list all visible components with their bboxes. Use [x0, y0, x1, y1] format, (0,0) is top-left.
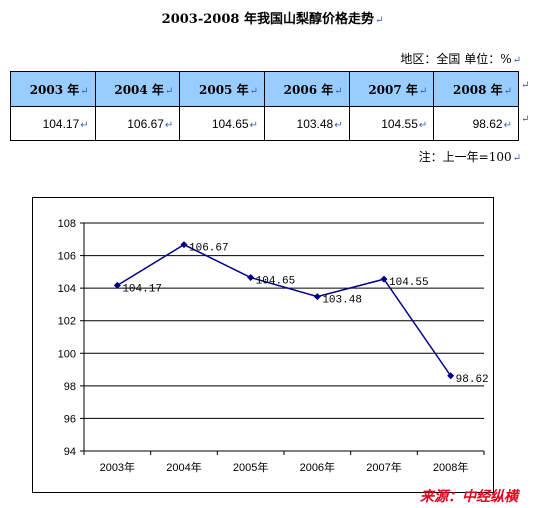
table-header-row: 2003 年↵ 2004 年↵ 2005 年↵ 2006 年↵ 2007 年↵ … [10, 71, 519, 107]
paragraph-mark-icon: ↵ [80, 85, 89, 97]
x-tick-label: 2005年 [233, 460, 268, 474]
table-header-cell: 2005 年↵ [179, 71, 265, 107]
table-cell: 104.55↵ [348, 106, 435, 141]
paragraph-mark-icon: ↵ [164, 85, 174, 97]
table-cell: 104.65↵ [179, 106, 265, 141]
paragraph-mark-icon: ↵ [334, 85, 343, 97]
paragraph-mark-icon: ↵ [521, 114, 530, 125]
data-point [380, 275, 388, 283]
data-label: 104.55 [389, 277, 429, 289]
table-cell: 103.48↵ [263, 106, 350, 141]
table-header-cell: 2004 年↵ [94, 71, 181, 107]
paragraph-mark-icon: ↵ [503, 85, 512, 97]
paragraph-mark-icon: ↵ [503, 119, 512, 131]
paragraph-mark-icon: ↵ [249, 85, 258, 97]
paragraph-mark-icon: ↵ [374, 15, 384, 26]
paragraph-mark-icon: ↵ [512, 153, 521, 164]
table-header-cell: 2008 年↵ [433, 71, 519, 107]
paragraph-mark-icon: ↵ [418, 119, 428, 131]
source-text: 来源：中经纵横 [420, 489, 518, 505]
data-label: 104.65 [256, 276, 296, 288]
y-tick-label: 104 [58, 283, 76, 295]
x-tick-label: 2007年 [366, 460, 401, 474]
y-tick-label: 98 [64, 381, 76, 393]
data-point [113, 281, 121, 289]
table-note: 注：上一年=100↵ [419, 148, 521, 165]
y-tick-label: 100 [58, 348, 76, 360]
data-label: 98.62 [456, 374, 489, 386]
paragraph-mark-icon: ↵ [164, 119, 174, 131]
chart-container: 94 96 98 100 102 104 106 108 2003年 2004年 2005年 2006… [32, 197, 494, 493]
paragraph-mark-icon: ↵ [512, 55, 521, 66]
paragraph-mark-icon: ↵ [334, 119, 343, 131]
data-point [180, 241, 188, 249]
document-title: 2003-2008 年我国山梨醇价格走势↵ [0, 8, 545, 27]
table-cell: 104.17↵ [10, 106, 96, 141]
line-chart: 94 96 98 100 102 104 106 108 2003年 2004年 2005年 2006… [58, 218, 489, 474]
paragraph-mark-icon: ↵ [418, 85, 428, 97]
table-row: 104.17↵ 106.67↵ 104.65↵ 103.48↵ 104.55↵ … [10, 106, 519, 141]
y-tick-label: 106 [58, 251, 76, 263]
x-tick-label: 2003年 [100, 460, 135, 474]
price-index-table: 2003 年↵ 2004 年↵ 2005 年↵ 2006 年↵ 2007 年↵ … [10, 71, 519, 141]
data-label: 106.67 [189, 243, 229, 255]
data-point [247, 274, 255, 282]
region-unit-label: 地区：全国 单位：% [400, 52, 512, 66]
y-tick-label: 96 [64, 413, 76, 425]
data-point [313, 293, 321, 301]
x-tick-label: 2004年 [166, 460, 201, 474]
table-header-cell: 2006 年↵ [263, 71, 350, 107]
table-header-cell: 2007 年↵ [348, 71, 435, 107]
paragraph-mark-icon: ↵ [521, 80, 530, 91]
paragraph-mark-icon: ↵ [249, 119, 258, 131]
y-tick-label: 94 [64, 446, 76, 458]
data-label: 103.48 [322, 295, 362, 307]
x-tick-label: 2008年 [433, 460, 468, 474]
data-label: 104.17 [122, 283, 162, 295]
paragraph-mark-icon: ↵ [80, 119, 89, 131]
y-tick-label: 108 [58, 218, 76, 230]
x-tick-label: 2006年 [300, 460, 335, 474]
series-line [116, 243, 452, 377]
data-point [447, 372, 455, 380]
note-text: 注：上一年=100 [418, 150, 512, 164]
table-header-cell: 2003 年↵ [10, 71, 96, 107]
table-cell: 98.62↵ [433, 106, 519, 141]
y-tick-label: 102 [58, 316, 76, 328]
table-cell: 106.67↵ [94, 106, 181, 141]
title-text: 2003-2008 年我国山梨醇价格走势 [161, 12, 374, 27]
region-unit-text: 地区：全国 单位：%↵ [400, 50, 521, 67]
